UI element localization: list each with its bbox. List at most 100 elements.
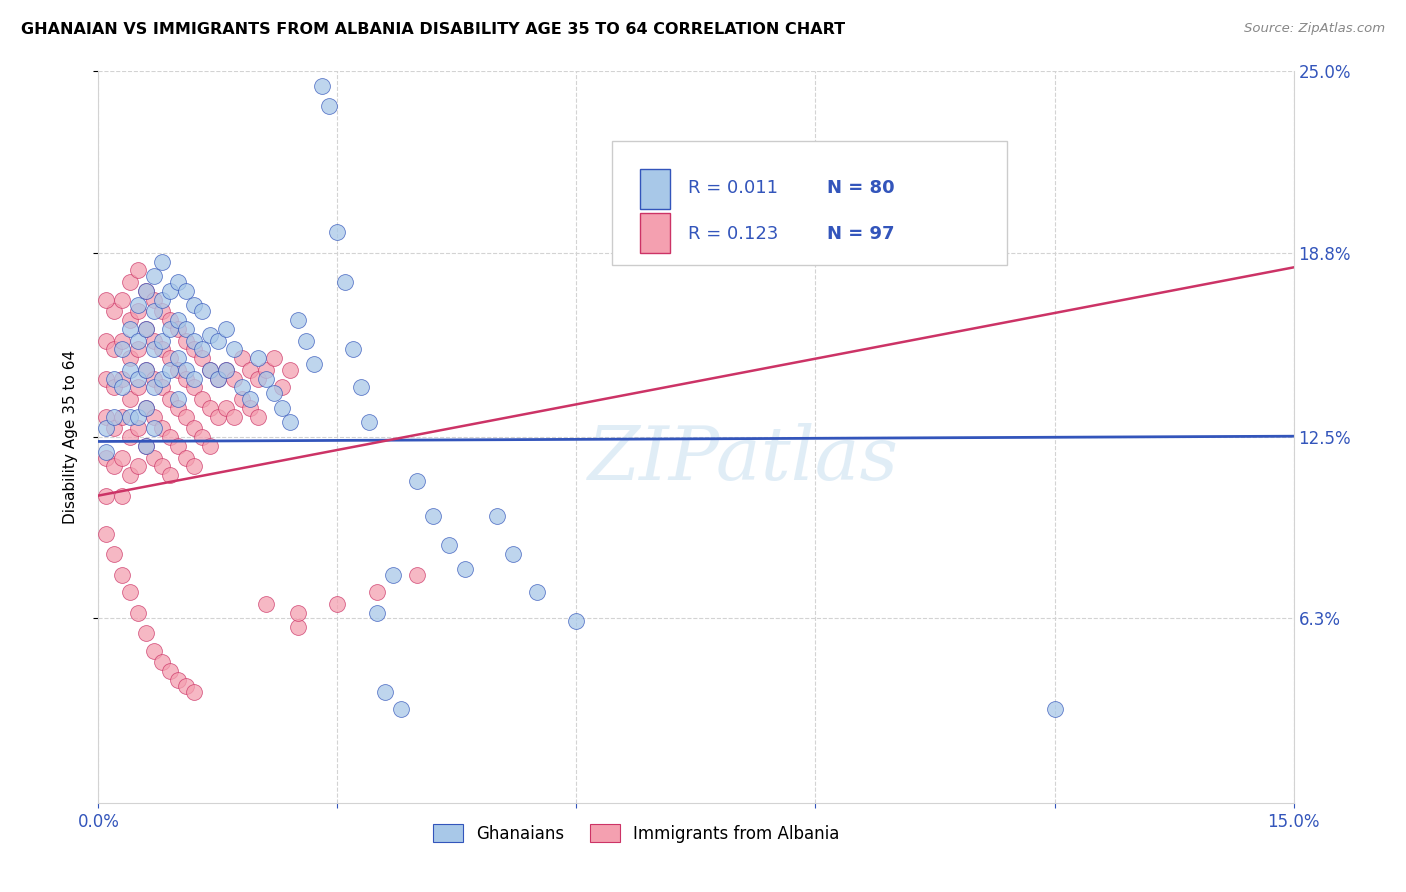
Point (96, 293, 118, 307)
Point (254, 597, 277, 611)
Point (103, 409, 125, 424)
Point (143, 343, 166, 357)
Point (150, 254, 173, 268)
Point (167, 351, 190, 365)
Point (127, 380, 149, 394)
Point (191, 430, 214, 444)
Point (111, 489, 134, 503)
Text: N = 80: N = 80 (827, 179, 896, 197)
Point (135, 439, 157, 453)
Point (135, 626, 157, 640)
Point (103, 547, 125, 561)
Point (191, 304, 214, 318)
Point (159, 284, 181, 298)
Point (143, 409, 166, 424)
Point (159, 363, 181, 377)
Point (183, 380, 205, 394)
FancyBboxPatch shape (613, 141, 1007, 265)
Point (167, 392, 190, 406)
Point (326, 597, 349, 611)
Point (159, 351, 181, 365)
Point (246, 409, 269, 424)
Point (135, 401, 157, 415)
Point (174, 322, 197, 336)
Point (231, 380, 253, 394)
Point (222, 409, 245, 424)
Point (437, 538, 460, 552)
Point (127, 263, 149, 277)
Point (174, 450, 197, 465)
Point (167, 313, 190, 327)
Point (167, 275, 190, 289)
Point (143, 293, 166, 307)
Point (135, 401, 157, 415)
Point (239, 401, 262, 415)
Point (335, 275, 357, 289)
Point (159, 392, 181, 406)
Point (127, 343, 149, 357)
Point (96, 421, 118, 435)
Point (135, 363, 157, 377)
Point (183, 343, 205, 357)
Point (103, 421, 125, 435)
Point (143, 269, 166, 284)
Point (159, 664, 181, 678)
Point (127, 371, 149, 385)
Point (120, 275, 142, 289)
Point (526, 585, 548, 599)
Point (198, 327, 221, 342)
Point (135, 439, 157, 453)
Text: Source: ZipAtlas.com: Source: ZipAtlas.com (1244, 22, 1385, 36)
Point (159, 322, 181, 336)
Point (359, 416, 381, 430)
Point (103, 304, 125, 318)
Point (127, 409, 149, 424)
Point (96, 409, 118, 424)
Point (127, 421, 149, 435)
Point (111, 293, 134, 307)
Point (150, 293, 173, 307)
Point (350, 380, 373, 394)
Point (183, 684, 205, 698)
Point (389, 702, 412, 716)
Point (406, 474, 429, 488)
Point (263, 351, 285, 365)
Point (120, 585, 142, 599)
Point (366, 585, 388, 599)
Point (96, 450, 118, 465)
Point (127, 606, 149, 620)
Point (111, 409, 134, 424)
Point (135, 363, 157, 377)
Point (198, 439, 221, 453)
Point (150, 304, 173, 318)
Point (287, 606, 309, 620)
Point (120, 409, 142, 424)
Point (191, 392, 214, 406)
Point (183, 298, 205, 312)
Point (150, 459, 173, 474)
Point (254, 363, 277, 377)
FancyBboxPatch shape (640, 212, 669, 252)
Text: N = 97: N = 97 (827, 225, 896, 243)
Point (103, 371, 125, 385)
Point (287, 313, 309, 327)
Point (191, 343, 214, 357)
Point (454, 562, 477, 576)
Point (143, 304, 166, 318)
Point (111, 334, 134, 348)
Point (150, 343, 173, 357)
Point (111, 380, 134, 394)
Point (374, 684, 396, 698)
Point (270, 380, 292, 394)
Point (222, 371, 245, 385)
Point (167, 673, 190, 687)
Point (254, 371, 277, 385)
Point (183, 459, 205, 474)
Point (111, 343, 134, 357)
Point (246, 351, 269, 365)
Point (167, 363, 190, 377)
Point (215, 401, 238, 415)
Point (143, 450, 166, 465)
Point (342, 343, 364, 357)
Point (143, 643, 166, 657)
